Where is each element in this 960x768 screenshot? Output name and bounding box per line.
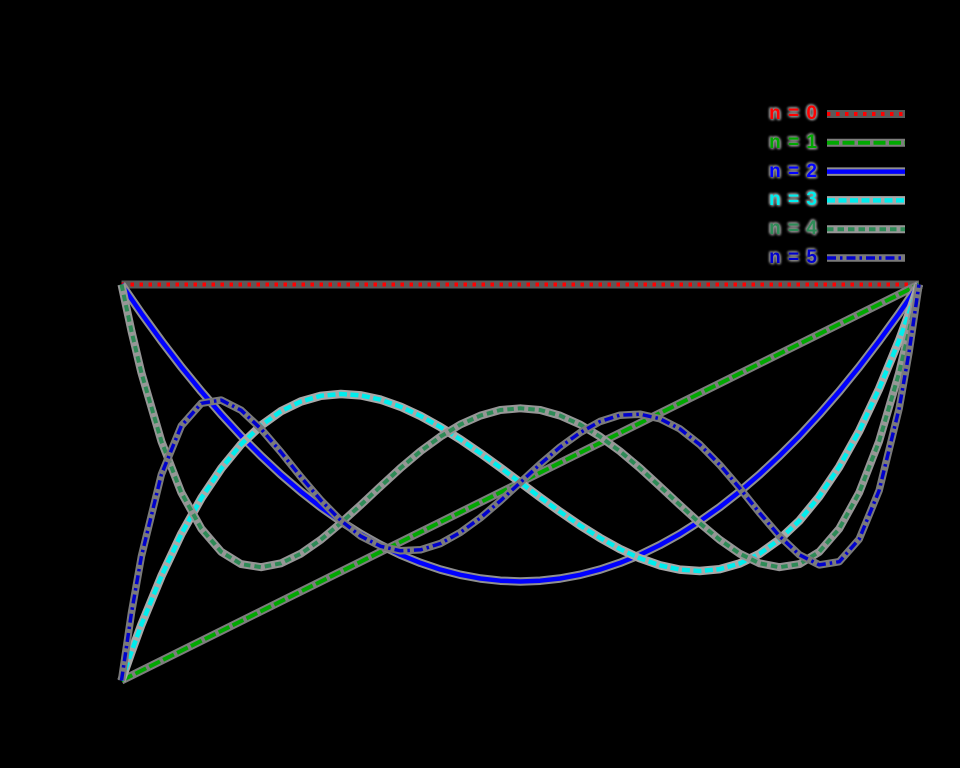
curve-2 (119, 283, 921, 584)
curve-3 (119, 283, 922, 682)
curve-4 (119, 284, 921, 570)
curve-5 (119, 284, 921, 681)
